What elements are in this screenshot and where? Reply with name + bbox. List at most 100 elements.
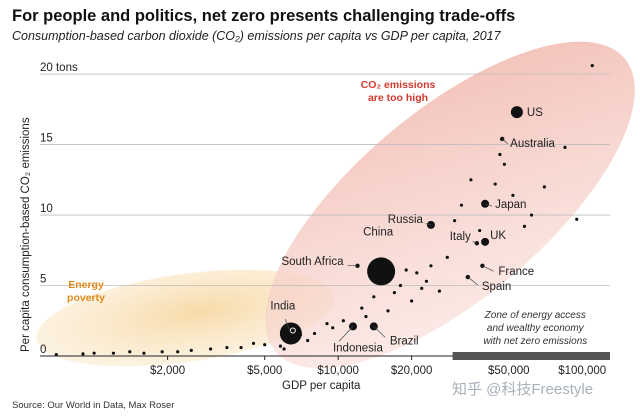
point-14 <box>263 343 267 347</box>
label-japan: Japan <box>495 199 526 211</box>
point-22 <box>341 319 345 323</box>
point-29 <box>404 268 408 272</box>
label-us: US <box>527 107 543 119</box>
energy-poverty-note-line-1: Energy <box>68 279 104 291</box>
x-tick-label-10000: $10,000 <box>317 365 359 377</box>
too-high-note-line-1: CO₂ emissions <box>361 79 436 91</box>
point-27 <box>392 290 397 295</box>
point-16 <box>282 347 286 351</box>
label-russia: Russia <box>388 214 424 226</box>
point-42 <box>498 152 502 157</box>
point-45 <box>522 224 527 228</box>
region-energy-poverty <box>36 269 334 367</box>
point-20 <box>325 321 329 326</box>
leader-russia <box>425 223 432 226</box>
label-india: India <box>270 300 296 312</box>
x-tick-label-2000: $2,000 <box>150 365 185 377</box>
point-6 <box>142 351 146 355</box>
point-4 <box>111 351 116 355</box>
point-1 <box>54 352 58 357</box>
label-spain: Spain <box>482 281 511 293</box>
point-19 <box>312 331 317 336</box>
point-2 <box>81 352 85 356</box>
point-uk <box>481 237 490 246</box>
point-us <box>510 106 523 119</box>
point-26 <box>386 309 390 313</box>
watermark-text: 知乎 @科技Freestyle <box>452 381 594 398</box>
regions-layer <box>36 41 635 369</box>
point-33 <box>424 279 429 283</box>
net-zero-zone: Zone of energy access and wealthy economy… <box>452 310 610 360</box>
x-tick-label-50000: $50,000 <box>488 365 530 377</box>
point-41 <box>493 182 497 186</box>
point-50 <box>590 64 594 68</box>
point-3 <box>92 351 96 355</box>
point-10 <box>208 347 213 351</box>
label-brazil: Brazil <box>390 335 419 347</box>
point-11 <box>225 345 229 350</box>
label-china: China <box>363 226 394 238</box>
leader-spain <box>467 276 478 286</box>
point-40 <box>478 228 482 233</box>
point-labels: US Australia Japan Russia Italy UK France Spain… <box>270 107 555 354</box>
point-46 <box>529 213 534 217</box>
point-44 <box>511 193 515 197</box>
point-9 <box>189 348 193 352</box>
chart-subtitle: Consumption-based carbon dioxide (CO₂) e… <box>12 29 501 43</box>
chart-title: For people and politics, net zero presen… <box>12 7 516 25</box>
leader-france <box>482 265 494 272</box>
y-tick-label-15: 15 <box>40 133 53 145</box>
leader-australia <box>501 138 509 144</box>
label-indonesia: Indonesia <box>333 342 383 354</box>
point-7 <box>160 350 164 354</box>
region-too-high <box>265 41 635 369</box>
leader-india <box>284 318 292 334</box>
leader-japan <box>484 203 493 207</box>
point-32 <box>420 286 424 290</box>
point-38 <box>459 203 464 207</box>
point-25 <box>372 295 376 299</box>
point-21 <box>331 326 335 330</box>
label-australia: Australia <box>510 138 555 150</box>
point-12 <box>239 345 243 350</box>
leader-italy <box>472 241 477 244</box>
zone-note-line-2: and wealthy economy <box>487 323 585 334</box>
point-23 <box>360 306 364 310</box>
y-tick-label-5: 5 <box>40 274 46 286</box>
leader-indonesia <box>338 326 354 342</box>
point-47 <box>542 185 546 189</box>
net-zero-zone-bar <box>452 352 610 360</box>
point-28 <box>398 283 403 288</box>
point-35 <box>437 289 442 293</box>
x-tick-label-5000: $5,000 <box>247 365 282 377</box>
leader-brazil <box>373 326 386 338</box>
point-china <box>367 257 396 286</box>
point-5 <box>128 350 132 354</box>
point-30 <box>410 299 414 303</box>
label-italy: Italy <box>450 231 471 243</box>
label-south-africa: South Africa <box>281 256 344 268</box>
point-48 <box>563 145 567 149</box>
point-39 <box>469 178 473 182</box>
point-34 <box>429 264 433 268</box>
x-tick-label-20000: $20,000 <box>391 365 433 377</box>
gridlines <box>40 73 610 286</box>
y-tick-label-0: 0 <box>40 344 46 356</box>
label-france: France <box>498 266 534 278</box>
point-36 <box>445 255 449 259</box>
leader-south-africa <box>347 264 358 267</box>
point-31 <box>415 271 419 275</box>
y-tick-label-20: 20 tons <box>40 62 78 74</box>
too-high-note-line-2: are too high <box>368 92 428 104</box>
point-18 <box>306 338 310 343</box>
point-india-highlight <box>289 327 296 334</box>
point-15 <box>278 344 283 348</box>
zone-note-line-1: Zone of energy access <box>484 310 586 321</box>
x-axis-label: GDP per capita <box>282 380 361 392</box>
point-49 <box>575 217 579 221</box>
point-43 <box>502 162 507 166</box>
label-uk: UK <box>490 230 506 242</box>
point-24 <box>364 314 368 319</box>
